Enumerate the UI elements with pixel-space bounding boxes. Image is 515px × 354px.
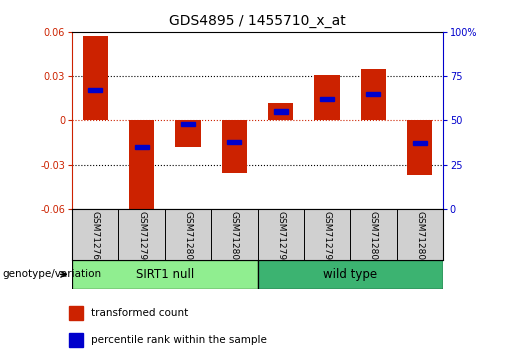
Bar bbox=[407, 120, 433, 175]
Text: GSM712797: GSM712797 bbox=[276, 211, 285, 266]
Text: genotype/variation: genotype/variation bbox=[3, 269, 101, 279]
Bar bbox=[413, 141, 426, 145]
Bar bbox=[314, 75, 340, 120]
Bar bbox=[134, 145, 148, 149]
Text: percentile rank within the sample: percentile rank within the sample bbox=[91, 335, 267, 345]
Text: transformed count: transformed count bbox=[91, 308, 188, 318]
Bar bbox=[320, 97, 334, 101]
Bar bbox=[221, 120, 247, 173]
Bar bbox=[268, 103, 294, 120]
Bar bbox=[175, 120, 201, 147]
Bar bbox=[227, 139, 241, 144]
Bar bbox=[72, 260, 258, 289]
Text: GSM712799: GSM712799 bbox=[322, 211, 332, 266]
Text: GSM712798: GSM712798 bbox=[137, 211, 146, 266]
Text: wild type: wild type bbox=[323, 268, 377, 281]
Bar bbox=[181, 122, 195, 126]
Text: GSM712801: GSM712801 bbox=[369, 211, 378, 266]
Bar bbox=[69, 306, 83, 320]
Text: SIRT1 null: SIRT1 null bbox=[135, 268, 194, 281]
Text: GSM712802: GSM712802 bbox=[230, 211, 239, 266]
Bar bbox=[360, 69, 386, 120]
Text: GDS4895 / 1455710_x_at: GDS4895 / 1455710_x_at bbox=[169, 14, 346, 28]
Bar bbox=[82, 36, 108, 120]
Bar bbox=[366, 92, 380, 96]
Text: GSM712769: GSM712769 bbox=[91, 211, 100, 266]
Bar bbox=[273, 109, 287, 114]
Text: GSM712803: GSM712803 bbox=[415, 211, 424, 266]
Bar bbox=[69, 333, 83, 347]
Bar bbox=[258, 260, 443, 289]
Text: GSM712800: GSM712800 bbox=[183, 211, 193, 266]
Bar bbox=[89, 88, 102, 92]
Bar bbox=[129, 120, 154, 212]
